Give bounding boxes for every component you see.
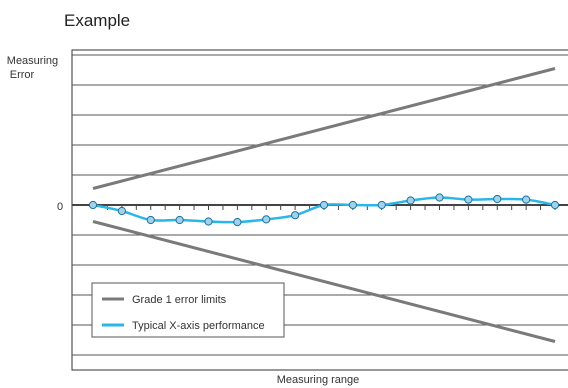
- performance-point: [550, 200, 560, 210]
- performance-point: [233, 218, 242, 227]
- legend-label-limits: Grade 1 error limits: [132, 294, 227, 306]
- y-axis-label-line-1: Measuring: [7, 55, 58, 67]
- y-tick-label: 0: [57, 201, 63, 213]
- performance-point: [175, 215, 184, 225]
- performance-point: [406, 196, 415, 205]
- y-axis-label-line-2: Error: [10, 69, 35, 81]
- performance-point: [493, 194, 502, 204]
- performance-point: [291, 211, 300, 220]
- performance-point: [262, 215, 271, 224]
- performance-point: [88, 200, 98, 210]
- x-axis-label: Measuring range: [277, 374, 360, 386]
- upper-limit-line: [92, 67, 556, 190]
- series-group: [88, 67, 560, 343]
- performance-point: [348, 200, 357, 210]
- performance-point: [435, 193, 444, 202]
- chart-title: Example: [64, 11, 130, 30]
- performance-point: [117, 206, 126, 216]
- performance-point: [146, 215, 155, 225]
- plot-frame: [71, 49, 568, 371]
- y-tick-labels: 0: [57, 201, 63, 213]
- legend-label-performance: Typical X-axis performance: [132, 320, 265, 332]
- performance-point: [204, 217, 213, 226]
- performance-point: [464, 195, 473, 204]
- legend-box: [91, 282, 285, 338]
- legend: Grade 1 error limits Typical X-axis perf…: [91, 282, 285, 338]
- performance-point: [377, 200, 386, 210]
- performance-point: [522, 195, 531, 204]
- lower-limit-line: [92, 220, 556, 343]
- performance-point: [319, 200, 329, 210]
- y-axis-label: Measuring Error: [7, 55, 61, 81]
